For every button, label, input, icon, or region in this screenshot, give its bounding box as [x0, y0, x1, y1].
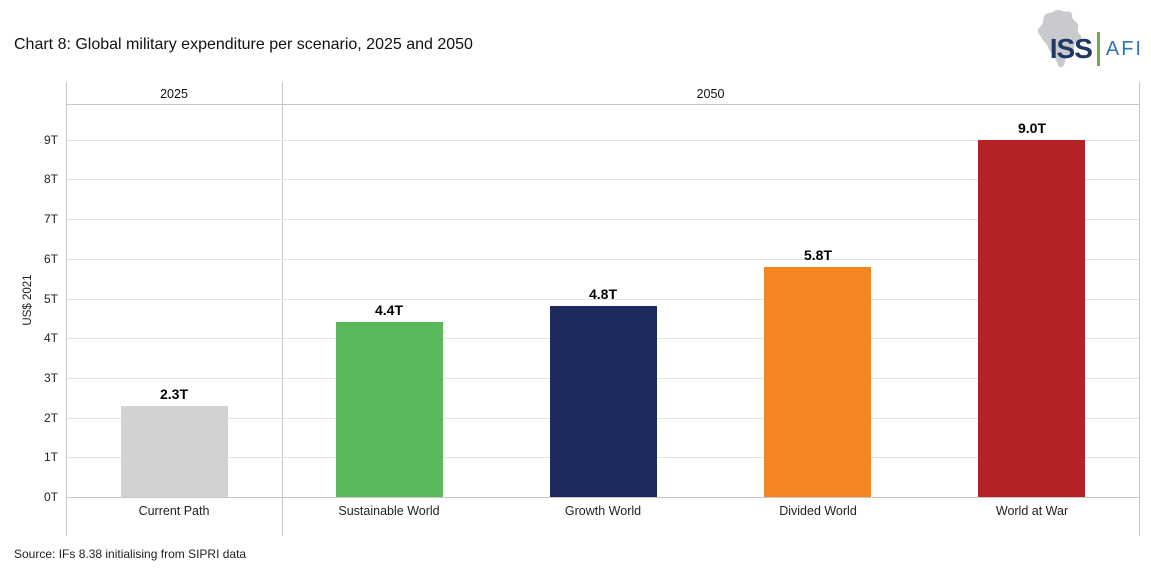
category-label-divided-world: Divided World: [779, 504, 857, 518]
grid-line: [67, 140, 1139, 141]
bar-value-label: 5.8T: [803, 247, 832, 263]
iss-afi-logo: ISS AFI: [1029, 6, 1143, 76]
panel-header-2050: 2050: [696, 87, 725, 101]
bar-value-label: 4.8T: [588, 286, 617, 302]
plot-right-border: [1139, 82, 1140, 536]
panel-divider: [282, 82, 283, 536]
bar-divided-world: [764, 267, 871, 497]
category-label-growth-world: Growth World: [564, 504, 642, 518]
bar-current-path: [121, 406, 228, 497]
y-tick-label: 4T: [43, 331, 58, 345]
panel-header-2025: 2025: [160, 87, 188, 101]
grid-line: [67, 219, 1139, 220]
x-axis-line: [66, 497, 1140, 498]
bar-sustainable-world: [336, 322, 443, 497]
y-tick-label: 0T: [43, 490, 58, 504]
panel-header-border: [66, 104, 1140, 105]
category-label-world-at-war: World at War: [995, 504, 1069, 518]
category-label-sustainable-world: Sustainable World: [338, 504, 440, 518]
bar-value-label: 2.3T: [159, 386, 188, 402]
y-tick-label: 5T: [43, 292, 58, 306]
y-tick-label: 1T: [43, 450, 58, 464]
y-tick-label: 9T: [43, 133, 58, 147]
logo-divider-bar: [1096, 32, 1100, 66]
category-label-current-path: Current Path: [138, 504, 210, 518]
y-tick-label: 7T: [43, 212, 58, 226]
logo-afi-text: AFI: [1105, 38, 1143, 60]
grid-line: [67, 259, 1139, 260]
chart-title: Chart 8: Global military expenditure per…: [14, 36, 473, 53]
y-tick-label: 3T: [43, 371, 58, 385]
plot-left-border: [66, 82, 67, 536]
bar-value-label: 9.0T: [1017, 120, 1046, 136]
y-tick-label: 6T: [43, 252, 58, 266]
logo-text: ISS AFI: [1050, 32, 1143, 66]
grid-line: [67, 299, 1139, 300]
bar-growth-world: [550, 306, 657, 497]
bar-value-label: 4.4T: [374, 302, 403, 318]
logo-iss-text: ISS: [1049, 33, 1093, 64]
y-tick-label: 8T: [43, 172, 58, 186]
source-note: Source: IFs 8.38 initialising from SIPRI…: [14, 547, 247, 561]
bar-world-at-war: [978, 140, 1085, 497]
y-tick-label: 2T: [43, 411, 58, 425]
africa-map-icon: [1037, 9, 1082, 68]
grid-line: [67, 179, 1139, 180]
